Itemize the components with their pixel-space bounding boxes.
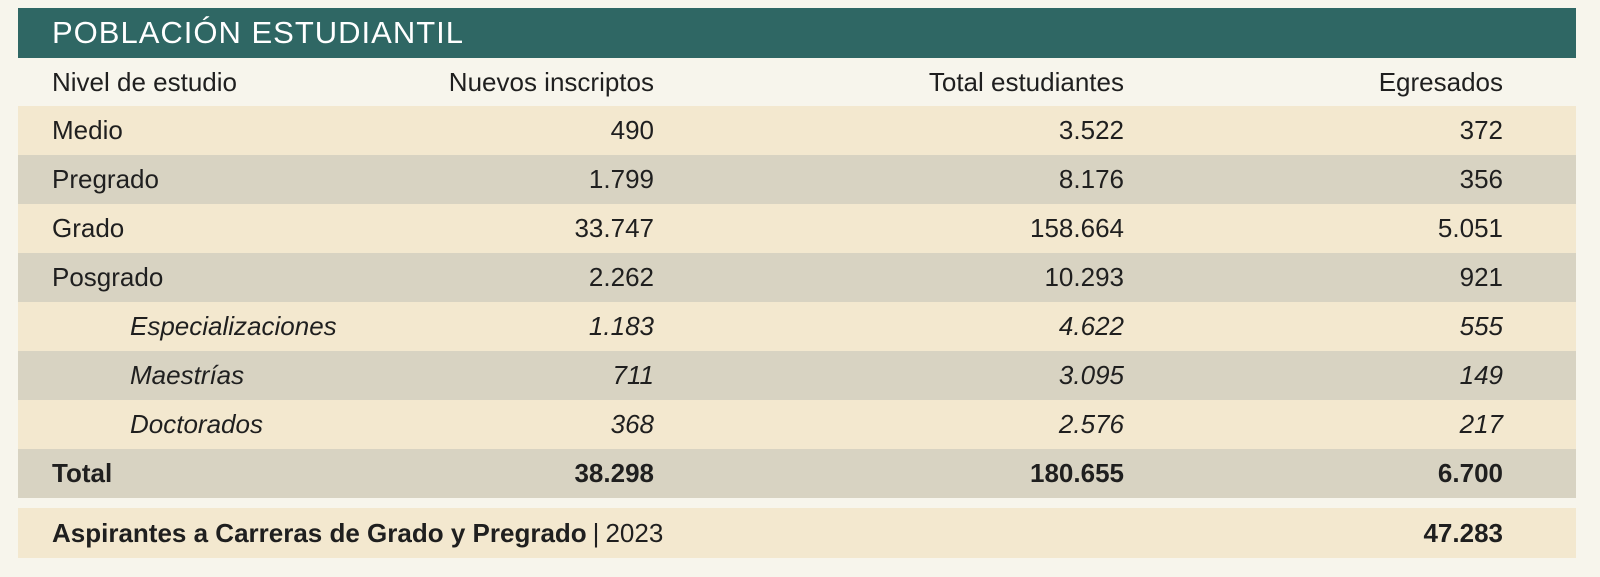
- total-students-cell: 2.576: [1058, 409, 1124, 439]
- row-label: Maestrías: [130, 360, 245, 390]
- new-enrollments-cell: 33.747: [574, 213, 654, 243]
- graduates-cell: 149: [1459, 360, 1503, 390]
- graduates-cell: 921: [1459, 262, 1503, 292]
- applicants-separator: |: [592, 517, 600, 548]
- graduates-cell: 372: [1459, 115, 1503, 145]
- row-label: Doctorados: [130, 409, 263, 439]
- table-row: Pregrado 1.799 8.176 356: [18, 155, 1576, 204]
- row-gap: [18, 498, 1576, 508]
- column-header-graduates: Egresados: [1378, 66, 1503, 97]
- applicants-row: Aspirantes a Carreras de Grado y Pregrad…: [18, 508, 1576, 558]
- title-bar: POBLACIÓN ESTUDIANTIL: [18, 8, 1576, 58]
- table-title: POBLACIÓN ESTUDIANTIL: [52, 15, 465, 50]
- new-enrollments-cell: 2.262: [588, 262, 654, 292]
- table-row: Maestrías 711 3.095 149: [18, 351, 1576, 400]
- column-header-total-students: Total estudiantes: [928, 66, 1124, 97]
- total-total-students: 180.655: [1030, 458, 1124, 488]
- row-label: Medio: [52, 115, 123, 145]
- new-enrollments-cell: 368: [610, 409, 654, 439]
- total-row: Total 38.298 180.655 6.700: [18, 449, 1576, 498]
- column-header-new-enrollments: Nuevos inscriptos: [448, 66, 654, 97]
- total-students-cell: 3.095: [1058, 360, 1124, 390]
- table-row: Grado 33.747 158.664 5.051: [18, 204, 1576, 253]
- new-enrollments-cell: 711: [612, 360, 654, 390]
- applicants-label-group: Aspirantes a Carreras de Grado y Pregrad…: [52, 508, 663, 558]
- table-row: Doctorados 368 2.576 217: [18, 400, 1576, 449]
- student-population-table: POBLACIÓN ESTUDIANTIL Nivel de estudio N…: [18, 8, 1576, 558]
- total-students-cell: 3.522: [1058, 115, 1124, 145]
- total-students-cell: 8.176: [1058, 164, 1124, 194]
- total-graduates: 6.700: [1437, 458, 1503, 488]
- applicants-label: Aspirantes a Carreras de Grado y Pregrad…: [52, 517, 587, 548]
- graduates-cell: 217: [1459, 409, 1503, 439]
- graduates-cell: 356: [1459, 164, 1503, 194]
- table-row: Posgrado 2.262 10.293 921: [18, 253, 1576, 302]
- table-header-row: Nivel de estudio Nuevos inscriptos Total…: [18, 58, 1576, 106]
- column-header-level: Nivel de estudio: [52, 66, 237, 97]
- table-row: Especializaciones 1.183 4.622 555: [18, 302, 1576, 351]
- row-label: Pregrado: [52, 164, 159, 194]
- graduates-cell: 555: [1459, 311, 1503, 341]
- total-students-cell: 10.293: [1044, 262, 1124, 292]
- new-enrollments-cell: 490: [610, 115, 654, 145]
- total-label: Total: [52, 458, 113, 488]
- row-label: Grado: [52, 213, 125, 243]
- total-students-cell: 158.664: [1030, 213, 1124, 243]
- new-enrollments-cell: 1.799: [588, 164, 654, 194]
- new-enrollments-cell: 1.183: [588, 311, 654, 341]
- total-students-cell: 4.622: [1058, 311, 1124, 341]
- row-label: Especializaciones: [130, 311, 337, 341]
- applicants-year: 2023: [605, 517, 664, 548]
- graduates-cell: 5.051: [1437, 213, 1503, 243]
- row-label: Posgrado: [52, 262, 164, 292]
- applicants-value: 47.283: [1423, 517, 1503, 548]
- table-row: Medio 490 3.522 372: [18, 106, 1576, 155]
- total-new-enrollments: 38.298: [574, 458, 654, 488]
